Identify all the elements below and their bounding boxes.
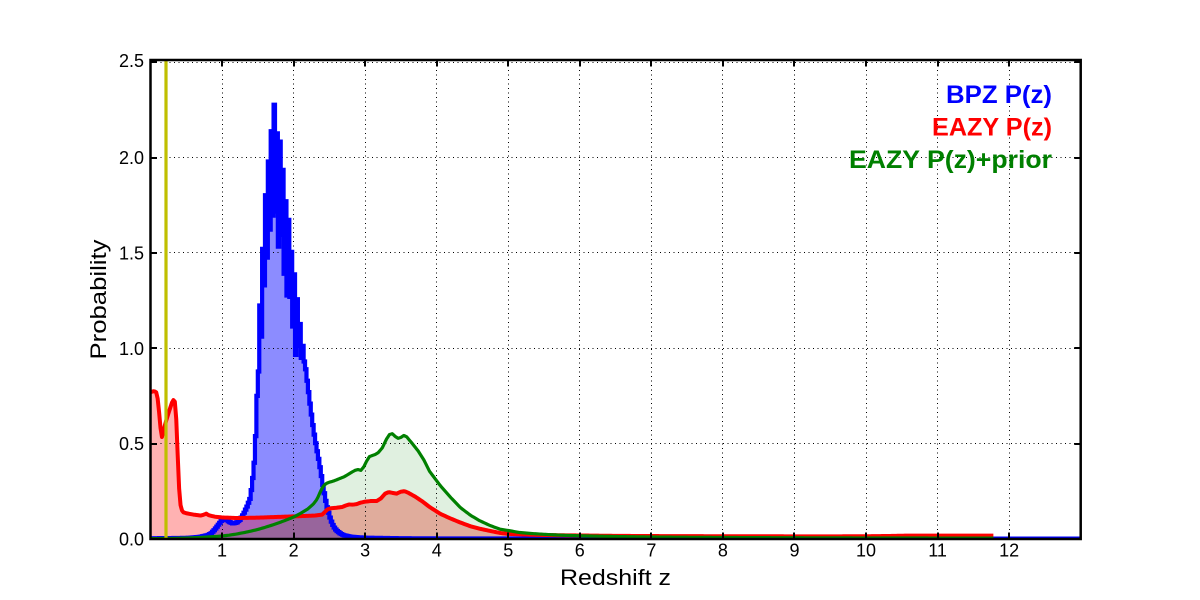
svg-text:11: 11: [928, 541, 947, 561]
svg-text:3: 3: [360, 541, 370, 561]
svg-text:0.5: 0.5: [119, 434, 144, 454]
svg-text:5: 5: [503, 541, 513, 561]
svg-text:EAZY P(z): EAZY P(z): [932, 114, 1052, 142]
svg-text:BPZ P(z): BPZ P(z): [946, 81, 1052, 109]
svg-text:Redshift z: Redshift z: [560, 565, 671, 590]
svg-text:8: 8: [718, 541, 728, 561]
svg-text:6: 6: [575, 541, 585, 561]
svg-text:1.5: 1.5: [119, 243, 144, 263]
svg-text:12: 12: [999, 541, 1019, 561]
svg-text:9: 9: [789, 541, 799, 561]
svg-text:2: 2: [289, 541, 299, 561]
svg-text:EAZY P(z)+prior: EAZY P(z)+prior: [849, 146, 1052, 174]
svg-text:Probability: Probability: [86, 240, 111, 360]
svg-text:2.0: 2.0: [119, 148, 144, 168]
svg-text:4: 4: [432, 541, 442, 561]
svg-text:1: 1: [217, 541, 227, 561]
svg-text:7: 7: [646, 541, 656, 561]
svg-text:2.5: 2.5: [119, 51, 144, 71]
svg-text:1.0: 1.0: [119, 339, 144, 359]
svg-text:10: 10: [856, 541, 876, 561]
svg-text:0.0: 0.0: [119, 530, 144, 550]
